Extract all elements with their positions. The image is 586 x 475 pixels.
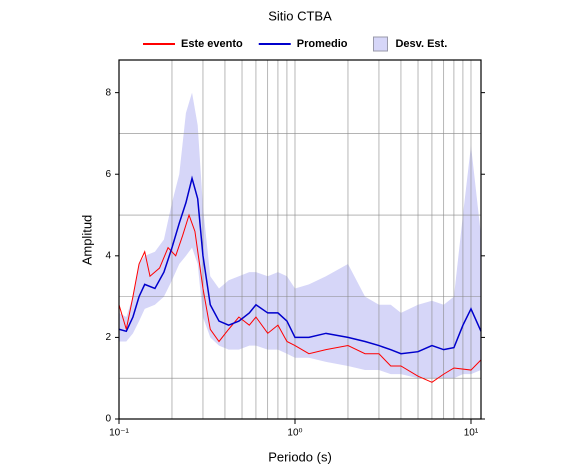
y-axis-label: Amplitud	[79, 215, 94, 266]
plot-frame	[118, 59, 482, 420]
y-tick-label: 2	[105, 332, 111, 343]
x-tick-label: 10⁻¹	[109, 428, 129, 439]
x-tick-label: 10⁰	[287, 428, 302, 439]
x-tick-label: 10¹	[464, 428, 479, 439]
y-tick-label: 8	[105, 87, 111, 98]
legend-label: Desv. Est.	[395, 38, 447, 50]
std-band	[119, 92, 481, 379]
x-axis-label: Periodo (s)	[268, 449, 332, 464]
legend-label: Este evento	[181, 38, 243, 50]
y-tick-label: 4	[105, 250, 111, 261]
y-tick-label: 6	[105, 169, 111, 180]
series-line	[118, 213, 482, 383]
series-line	[118, 175, 482, 355]
legend-swatch	[372, 36, 388, 52]
legend-label: Promedio	[297, 38, 348, 50]
y-tick-label: 0	[105, 414, 111, 425]
chart-title: Sitio CTBA	[268, 8, 332, 23]
